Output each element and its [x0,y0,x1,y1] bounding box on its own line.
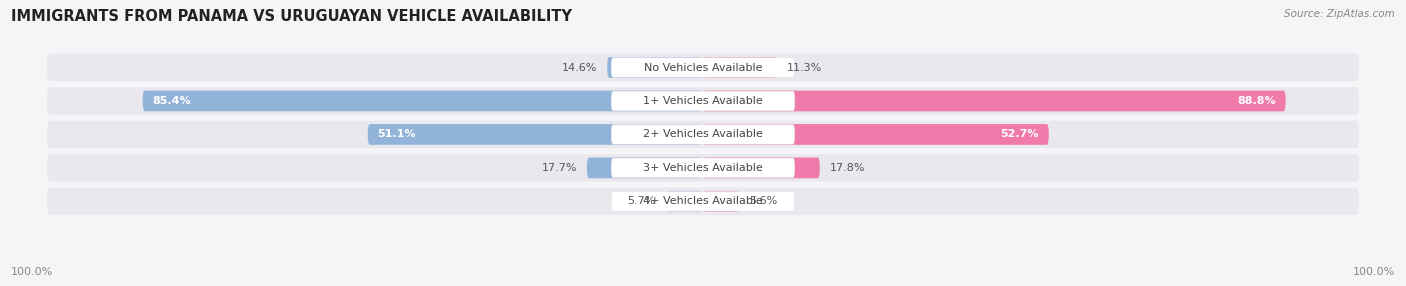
Text: Source: ZipAtlas.com: Source: ZipAtlas.com [1284,9,1395,19]
FancyBboxPatch shape [612,58,794,77]
FancyBboxPatch shape [703,124,1049,145]
FancyBboxPatch shape [607,57,703,78]
FancyBboxPatch shape [612,158,794,178]
FancyBboxPatch shape [612,192,794,211]
Text: 100.0%: 100.0% [1353,267,1395,277]
FancyBboxPatch shape [612,91,794,111]
Text: 5.7%: 5.7% [627,196,655,206]
Text: 11.3%: 11.3% [787,63,823,73]
FancyBboxPatch shape [46,121,1360,148]
Text: 3+ Vehicles Available: 3+ Vehicles Available [643,163,763,173]
Text: IMMIGRANTS FROM PANAMA VS URUGUAYAN VEHICLE AVAILABILITY: IMMIGRANTS FROM PANAMA VS URUGUAYAN VEHI… [11,9,572,23]
FancyBboxPatch shape [46,188,1360,215]
FancyBboxPatch shape [703,57,778,78]
Text: 51.1%: 51.1% [378,130,416,139]
Text: 85.4%: 85.4% [152,96,191,106]
Text: 1+ Vehicles Available: 1+ Vehicles Available [643,96,763,106]
FancyBboxPatch shape [142,91,703,111]
FancyBboxPatch shape [586,158,703,178]
Text: 14.6%: 14.6% [562,63,598,73]
Text: 100.0%: 100.0% [11,267,53,277]
FancyBboxPatch shape [703,158,820,178]
Text: No Vehicles Available: No Vehicles Available [644,63,762,73]
FancyBboxPatch shape [46,154,1360,182]
FancyBboxPatch shape [368,124,703,145]
Text: 17.7%: 17.7% [541,163,576,173]
Text: 4+ Vehicles Available: 4+ Vehicles Available [643,196,763,206]
Text: 2+ Vehicles Available: 2+ Vehicles Available [643,130,763,139]
Text: 5.6%: 5.6% [749,196,778,206]
FancyBboxPatch shape [703,191,740,212]
Text: 52.7%: 52.7% [1001,130,1039,139]
FancyBboxPatch shape [46,87,1360,115]
FancyBboxPatch shape [612,125,794,144]
Text: 17.8%: 17.8% [830,163,865,173]
FancyBboxPatch shape [703,91,1285,111]
FancyBboxPatch shape [665,191,703,212]
FancyBboxPatch shape [46,54,1360,81]
Text: 88.8%: 88.8% [1237,96,1275,106]
